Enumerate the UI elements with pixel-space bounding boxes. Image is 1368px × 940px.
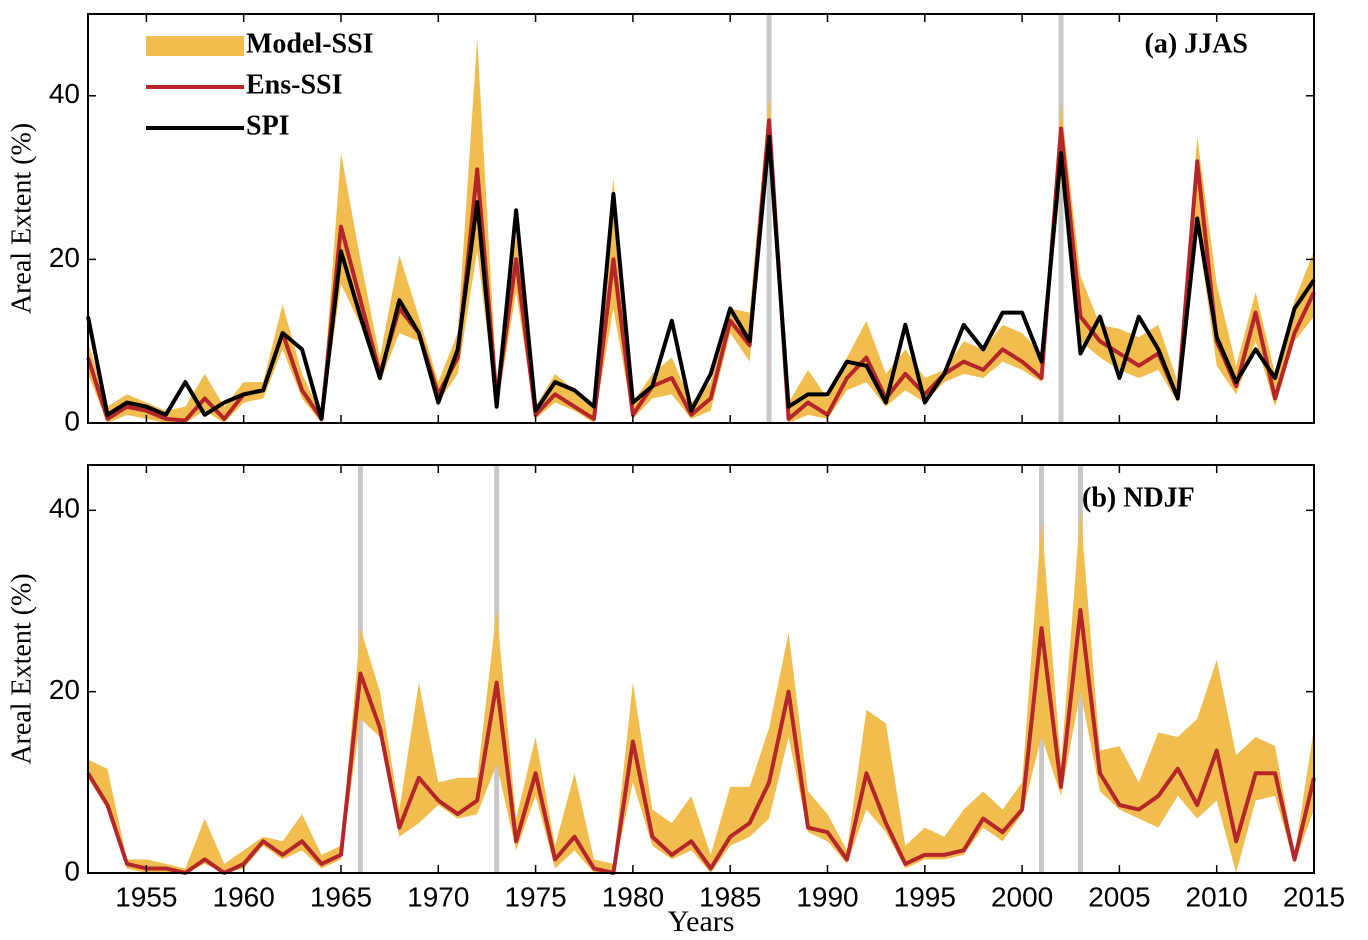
x-tick-label: 1965: [310, 881, 372, 912]
x-tick-label: 2010: [1186, 881, 1248, 912]
y-tick-label: 0: [64, 855, 80, 886]
series-line: [86, 608, 1316, 875]
legend-label: SPI: [246, 110, 290, 141]
y-axis-label: Areal Extent (%): [6, 573, 37, 764]
x-tick-label: 2005: [1088, 881, 1150, 912]
x-tick-label: 1955: [115, 881, 177, 912]
model-band: [88, 510, 1314, 873]
x-tick-label: 1990: [796, 881, 858, 912]
legend-label: Model-SSI: [246, 28, 374, 59]
panel-title: (a) JJAS: [1145, 28, 1248, 59]
legend-swatch: [146, 36, 244, 56]
x-tick-label: 2000: [991, 881, 1053, 912]
y-axis-label: Areal Extent (%): [6, 123, 37, 314]
panel-title: (b) NDJF: [1082, 482, 1195, 513]
x-tick-label: 1960: [213, 881, 275, 912]
y-tick-label: 20: [49, 242, 80, 273]
x-tick-label: 1975: [504, 881, 566, 912]
y-tick-label: 40: [49, 493, 80, 524]
x-tick-label: 1970: [407, 881, 469, 912]
x-tick-label: 1980: [602, 881, 664, 912]
x-axis-label: Years: [668, 905, 735, 938]
x-tick-label: 1985: [699, 881, 761, 912]
y-tick-label: 0: [64, 405, 80, 436]
x-tick-label: 2015: [1283, 881, 1345, 912]
legend-label: Ens-SSI: [246, 69, 343, 100]
series-line: [86, 134, 1316, 421]
x-tick-label: 1995: [894, 881, 956, 912]
plot-frame: [87, 13, 1315, 424]
y-tick-label: 40: [49, 78, 80, 109]
y-tick-label: 20: [49, 674, 80, 705]
plot-frame: [87, 464, 1315, 874]
